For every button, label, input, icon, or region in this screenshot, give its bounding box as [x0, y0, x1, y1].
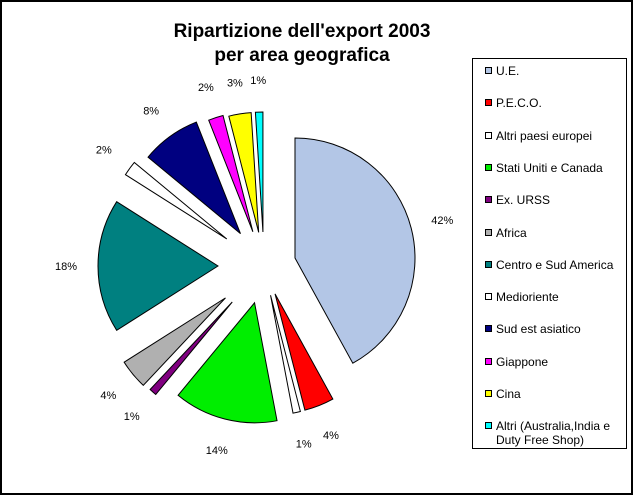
legend-item-sud-est-asiatico: Sud est asiatico [485, 322, 625, 336]
pie-slice-medioriente [124, 161, 228, 240]
legend-label: Africa [496, 225, 527, 240]
pie-slice-p-e-c-o [274, 293, 334, 411]
legend-item-cina: Cina [485, 387, 625, 401]
pie-slice-africa [123, 297, 226, 387]
data-label-u-e: 42% [431, 215, 453, 227]
data-label-altri-australia-india-e-duty-free-shop: 1% [250, 75, 266, 87]
legend-swatch [485, 99, 492, 107]
legend-swatch [485, 163, 492, 171]
legend-item-stati-uniti-e-canada: Stati Uniti e Canada [485, 161, 625, 175]
chart-title-line-1: Ripartizione dell'export 2003 [173, 21, 431, 42]
chart-title: Ripartizione dell'export 2003 per area g… [152, 20, 452, 68]
legend: U.E. P.E.C.O. Altri paesi europei Stati Uni… [472, 58, 627, 449]
data-label-medioriente: 2% [96, 145, 112, 157]
pie-slice-cina [228, 112, 260, 233]
legend-item-altri-australia-india-e-duty-free-shop: Altri (Australia,India e Duty Free Shop) [485, 419, 625, 447]
legend-item-medioriente: Medioriente [485, 290, 625, 304]
pie-slice-centro-e-sud-america [97, 201, 219, 331]
legend-label: Ex. URSS [496, 193, 551, 208]
legend-swatch [485, 422, 492, 430]
legend-item-p-e-c-o: P.E.C.O. [485, 96, 625, 110]
legend-label: Stati Uniti e Canada [496, 160, 603, 175]
legend-item-altri-paesi-europei: Altri paesi europei [485, 129, 625, 143]
pie-slice-sud-est-asiatico [147, 121, 241, 235]
data-label-ex-urss: 1% [124, 411, 140, 423]
data-label-centro-e-sud-america: 18% [55, 261, 77, 273]
pie-slice-giappone [208, 114, 254, 232]
data-label-stati-uniti-e-canada: 14% [206, 445, 228, 457]
data-label-sud-est-asiatico: 8% [143, 106, 159, 118]
chart-title-line-2: per area geografica [214, 45, 390, 66]
pie-slice-altri-australia-india-e-duty-free-shop [254, 111, 264, 233]
data-label-altri-paesi-europei: 1% [296, 439, 312, 451]
legend-swatch [485, 228, 492, 236]
data-label-p-e-c-o: 4% [323, 430, 339, 442]
legend-item-ex-urss: Ex. URSS [485, 193, 625, 207]
legend-swatch [485, 67, 492, 74]
data-label-giappone: 2% [198, 82, 214, 94]
legend-swatch [485, 293, 492, 301]
legend-label: Giappone [496, 354, 549, 369]
legend-label: U.E. [496, 64, 520, 78]
legend-swatch [485, 390, 492, 397]
pie-slice-altri-paesi-europei [270, 295, 301, 414]
data-label-africa: 4% [100, 390, 116, 402]
data-label-cina: 3% [227, 77, 243, 89]
legend-item-u-e: U.E. [485, 64, 625, 78]
legend-swatch [485, 260, 492, 268]
legend-swatch [485, 357, 492, 365]
legend-label: Cina [496, 387, 521, 401]
legend-swatch [485, 131, 492, 139]
pie-slice-stati-uniti-e-canada [177, 301, 278, 424]
pie-slice-ex-urss [149, 301, 233, 396]
legend-item-centro-e-sud-america: Centro e Sud America [485, 258, 625, 272]
legend-label: Medioriente [496, 290, 559, 305]
legend-swatch [485, 325, 492, 333]
legend-item-africa: Africa [485, 226, 625, 240]
legend-item-giappone: Giappone [485, 355, 625, 369]
legend-swatch [485, 196, 492, 204]
pie-slice-u-e [294, 137, 416, 364]
legend-label: Altri (Australia,India e Duty Free Shop) [496, 419, 611, 448]
legend-label: P.E.C.O. [496, 96, 542, 111]
legend-label: Centro e Sud America [496, 257, 614, 272]
legend-label: Sud est asiatico [496, 322, 581, 337]
legend-label: Altri paesi europei [496, 128, 593, 143]
